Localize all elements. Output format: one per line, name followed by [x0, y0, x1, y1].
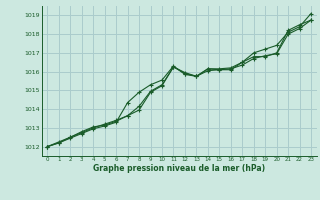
X-axis label: Graphe pression niveau de la mer (hPa): Graphe pression niveau de la mer (hPa) — [93, 164, 265, 173]
